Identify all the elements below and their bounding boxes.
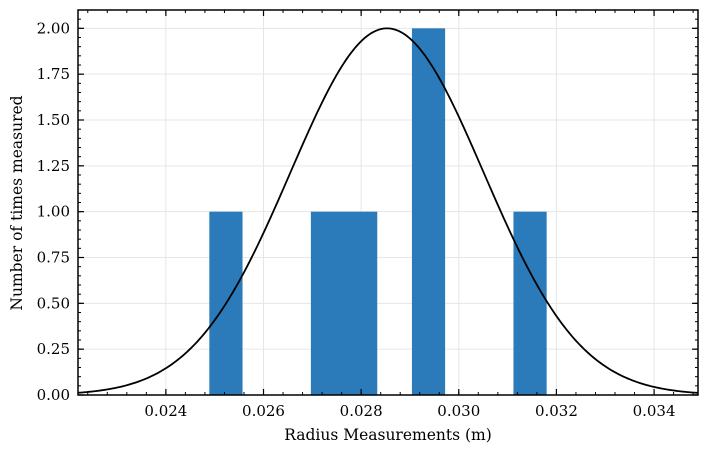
- y-axis-title: Number of times measured: [8, 95, 26, 310]
- bar: [513, 211, 547, 395]
- plot-frame: [77, 9, 699, 396]
- bar: [411, 28, 446, 395]
- y-tick-label: 0.50: [37, 294, 70, 312]
- fit-curve: [77, 27, 699, 394]
- bar-series: [209, 28, 547, 395]
- y-tick-label: 2.00: [37, 19, 70, 37]
- x-tick-label: 0.028: [340, 402, 383, 420]
- x-axis-title: Radius Measurements (m): [284, 426, 492, 444]
- gaussian-curve: [77, 27, 699, 394]
- axes: [77, 9, 699, 396]
- y-tick-label: 1.50: [37, 111, 70, 129]
- x-tick-label: 0.034: [633, 402, 676, 420]
- grid-lines: [78, 10, 698, 396]
- x-tick-label: 0.024: [144, 402, 187, 420]
- y-axis-ticks: 0.00 0.25 0.50 0.75 1.00 1.25 1.50 1.75 2.00: [37, 9, 698, 404]
- bar: [310, 211, 378, 395]
- x-tick-label: 0.026: [242, 402, 285, 420]
- y-tick-label: 0.25: [37, 340, 70, 358]
- y-tick-label: 1.75: [37, 65, 70, 83]
- y-tick-label: 1.25: [37, 157, 70, 175]
- x-tick-label: 0.030: [437, 402, 480, 420]
- y-tick-label: 1.00: [37, 203, 70, 221]
- y-tick-label: 0.75: [37, 249, 70, 267]
- x-axis-ticks: 0.024 0.026 0.028 0.030 0.032 0.034: [87, 10, 694, 420]
- x-tick-label: 0.032: [535, 402, 578, 420]
- y-tick-label: 0.00: [37, 386, 70, 404]
